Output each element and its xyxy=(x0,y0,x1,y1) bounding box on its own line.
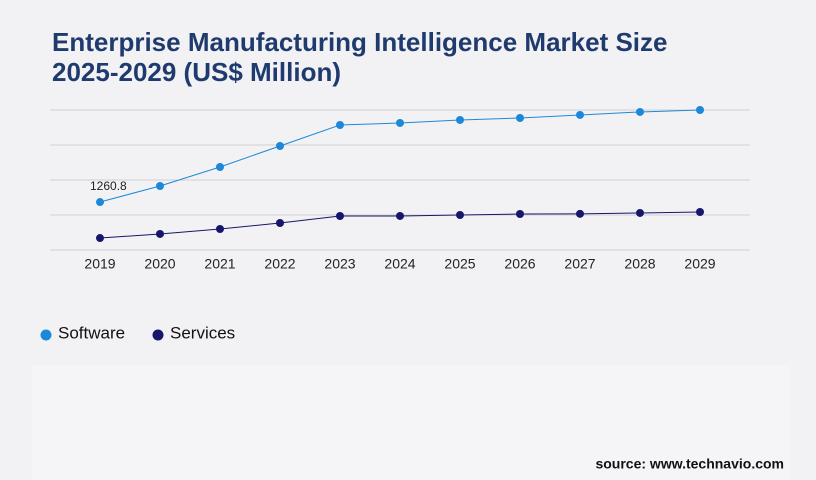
legend-marker xyxy=(152,329,164,341)
value-label: 1260.8 xyxy=(90,179,127,193)
x-tick-label: 2022 xyxy=(264,256,295,272)
data-point xyxy=(696,207,704,216)
data-point xyxy=(696,106,704,114)
data-point xyxy=(516,113,524,122)
legend-marker xyxy=(40,329,52,341)
x-tick-label: 2026 xyxy=(504,256,535,272)
x-tick-label: 2024 xyxy=(384,256,415,272)
x-tick-label: 2029 xyxy=(684,256,715,272)
x-tick-label: 2020 xyxy=(144,256,175,272)
data-point xyxy=(96,234,104,243)
source: source: www.technavio.com xyxy=(595,456,784,472)
data-point xyxy=(396,211,404,220)
data-point xyxy=(156,229,164,238)
x-tick-label: 2025 xyxy=(444,256,475,272)
x-tick-label: 2028 xyxy=(624,256,655,272)
data-point xyxy=(456,115,464,124)
panel xyxy=(32,365,790,480)
data-point xyxy=(276,218,284,227)
data-point xyxy=(636,107,644,116)
chart-title: Enterprise Manufacturing Intelligence Ma… xyxy=(52,27,667,87)
data-point xyxy=(216,225,224,233)
legend-label: Services xyxy=(170,323,235,342)
x-tick-label: 2023 xyxy=(324,256,355,272)
data-point xyxy=(216,162,224,171)
x-tick-label: 2027 xyxy=(564,256,595,272)
data-point xyxy=(576,209,584,218)
x-tick-label: 2021 xyxy=(204,256,235,272)
data-point xyxy=(516,210,524,219)
data-point xyxy=(336,120,344,129)
data-point xyxy=(576,110,584,119)
data-point xyxy=(336,211,344,220)
data-point xyxy=(456,211,464,219)
legend-label: Software xyxy=(58,323,125,342)
data-point xyxy=(636,208,644,217)
data-point xyxy=(156,182,164,191)
data-point xyxy=(276,141,284,150)
data-point xyxy=(396,118,404,127)
x-tick-label: 2019 xyxy=(84,256,115,272)
data-point xyxy=(96,198,104,207)
